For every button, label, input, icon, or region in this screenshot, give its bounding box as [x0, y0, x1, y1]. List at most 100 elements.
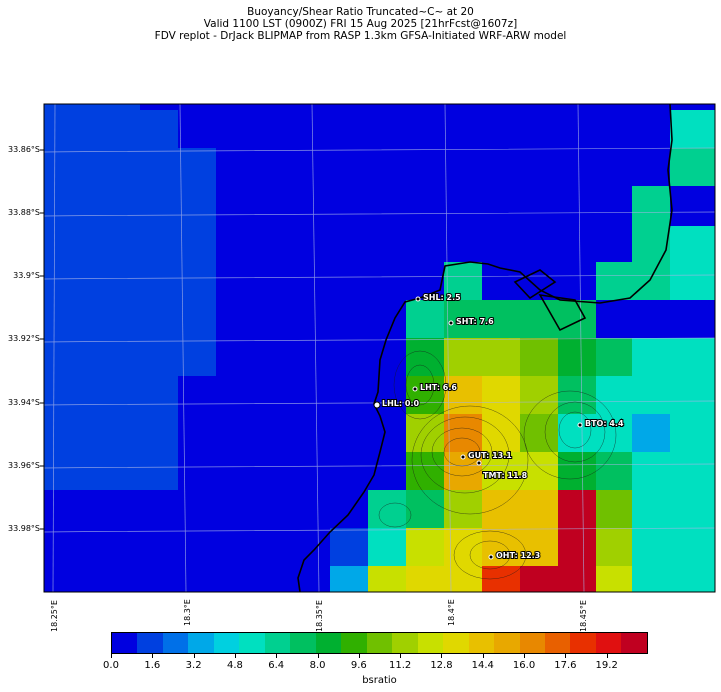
station-marker	[373, 401, 381, 409]
colorbar-tick-label: 4.8	[226, 660, 243, 671]
colorbar-tick-mark	[441, 654, 443, 658]
colorbar-segment	[366, 633, 393, 653]
field-cell	[596, 566, 634, 592]
colorbar-tick-mark	[111, 654, 112, 658]
field-cell	[444, 528, 482, 566]
colorbar-segment	[494, 633, 520, 653]
station-label: TMT: 11.8	[483, 471, 528, 480]
field-cell	[178, 148, 216, 376]
map-title-line-3: FDV replot - DrJack BLIPMAP from RASP 1.…	[154, 30, 567, 42]
field-cell	[632, 528, 715, 566]
field-cell	[444, 376, 482, 414]
field-cell	[596, 452, 634, 490]
colorbar-segment	[468, 633, 495, 653]
colorbar-segment	[621, 633, 647, 653]
station-marker	[415, 296, 421, 302]
colorbar-tick-label: 6.4	[268, 660, 285, 671]
field-cell	[520, 528, 558, 566]
field-cell	[632, 566, 715, 592]
field-cell	[596, 528, 634, 566]
field-cell	[406, 490, 444, 528]
field-cell	[444, 262, 482, 300]
colorbar-segment	[239, 633, 265, 653]
map-frame	[43, 103, 716, 593]
colorbar-segment	[544, 633, 571, 653]
colorbar-segment	[341, 633, 367, 653]
colorbar-segment	[162, 633, 189, 653]
colorbar-tick-label: 9.6	[350, 660, 367, 671]
station-label: GUT: 13.1	[468, 451, 512, 460]
map-title-line-1: Buoyancy/Shear Ratio Truncated~C~ at 20	[247, 6, 474, 18]
colorbar-tick-label: 14.4	[471, 660, 494, 671]
lat-label: 33.92°S	[8, 334, 40, 343]
colorbar-tick-mark	[193, 654, 195, 658]
colorbar-segment	[290, 633, 316, 653]
lon-label: 18.4°E	[447, 599, 456, 626]
field-cell	[520, 414, 558, 452]
field-cell	[520, 376, 558, 414]
station-label: OHT: 12.3	[496, 551, 540, 560]
colorbar-tick-label: 16.0	[512, 660, 536, 671]
lat-label: 33.96°S	[8, 461, 40, 470]
station-marker	[460, 454, 466, 460]
colorbar-tick-label: 0.0	[103, 660, 119, 671]
field-cell	[670, 148, 715, 186]
colorbar-tick-label: 12.8	[430, 660, 453, 671]
colorbar-tick-mark	[482, 654, 484, 658]
lon-label: 18.25°E	[50, 600, 59, 632]
colorbar	[111, 632, 648, 654]
lon-label: 18.3°E	[183, 599, 192, 626]
station-marker	[448, 320, 454, 326]
colorbar-tick-label: 3.2	[185, 660, 202, 671]
colorbar-segment	[570, 633, 596, 653]
field-cell	[482, 490, 520, 528]
field-cell	[444, 414, 482, 452]
colorbar-tick-mark	[317, 654, 319, 658]
colorbar-tick-mark	[400, 654, 402, 658]
field-cell	[444, 300, 596, 338]
field-cell	[140, 110, 178, 490]
field-cell	[596, 490, 634, 528]
field-cell	[368, 566, 406, 592]
field-cell	[520, 490, 558, 528]
colorbar-tick-mark	[152, 654, 154, 658]
field-cell	[444, 338, 520, 376]
field-cell	[368, 490, 406, 528]
colorbar-segment	[213, 633, 240, 653]
lat-label: 33.86°S	[8, 145, 40, 154]
colorbar-segment	[264, 633, 291, 653]
graticule	[43, 103, 716, 593]
colorbar-tick-label: 19.2	[595, 660, 618, 671]
map-title-line-2: Valid 1100 LST (0900Z) FRI 15 Aug 2025 […	[203, 18, 518, 30]
lat-label: 33.98°S	[8, 524, 40, 533]
coastline	[297, 103, 673, 593]
field-cell	[330, 566, 368, 592]
lat-label: 33.88°S	[8, 208, 40, 217]
field-cell	[596, 262, 670, 300]
colorbar-segment	[315, 633, 342, 653]
lon-label: 18.35°E	[315, 600, 324, 632]
lon-label: 18.45°E	[579, 600, 588, 632]
colorbar-segment	[417, 633, 444, 653]
lat-label: 33.94°S	[8, 398, 40, 407]
station-marker	[412, 386, 418, 392]
colorbar-tick-mark	[524, 654, 526, 658]
colorbar-tick-mark	[565, 654, 567, 658]
field-cell	[406, 300, 444, 338]
field-cell	[632, 490, 715, 528]
colorbar-segment	[595, 633, 622, 653]
field-cell	[406, 338, 444, 376]
colorbar-segment	[137, 633, 163, 653]
colorbar-tick-label: 8.0	[309, 660, 326, 671]
field-cell	[406, 566, 482, 592]
field-cell	[558, 376, 596, 414]
colorbar-label: bsratio	[362, 675, 397, 686]
field-cell	[44, 104, 140, 490]
terrain-contours	[378, 350, 617, 580]
field-cell	[632, 338, 715, 376]
colorbar-tick-label: 1.6	[144, 660, 161, 671]
station-label: LHT: 6.6	[420, 383, 457, 392]
colorbar-tick-mark	[234, 654, 236, 658]
